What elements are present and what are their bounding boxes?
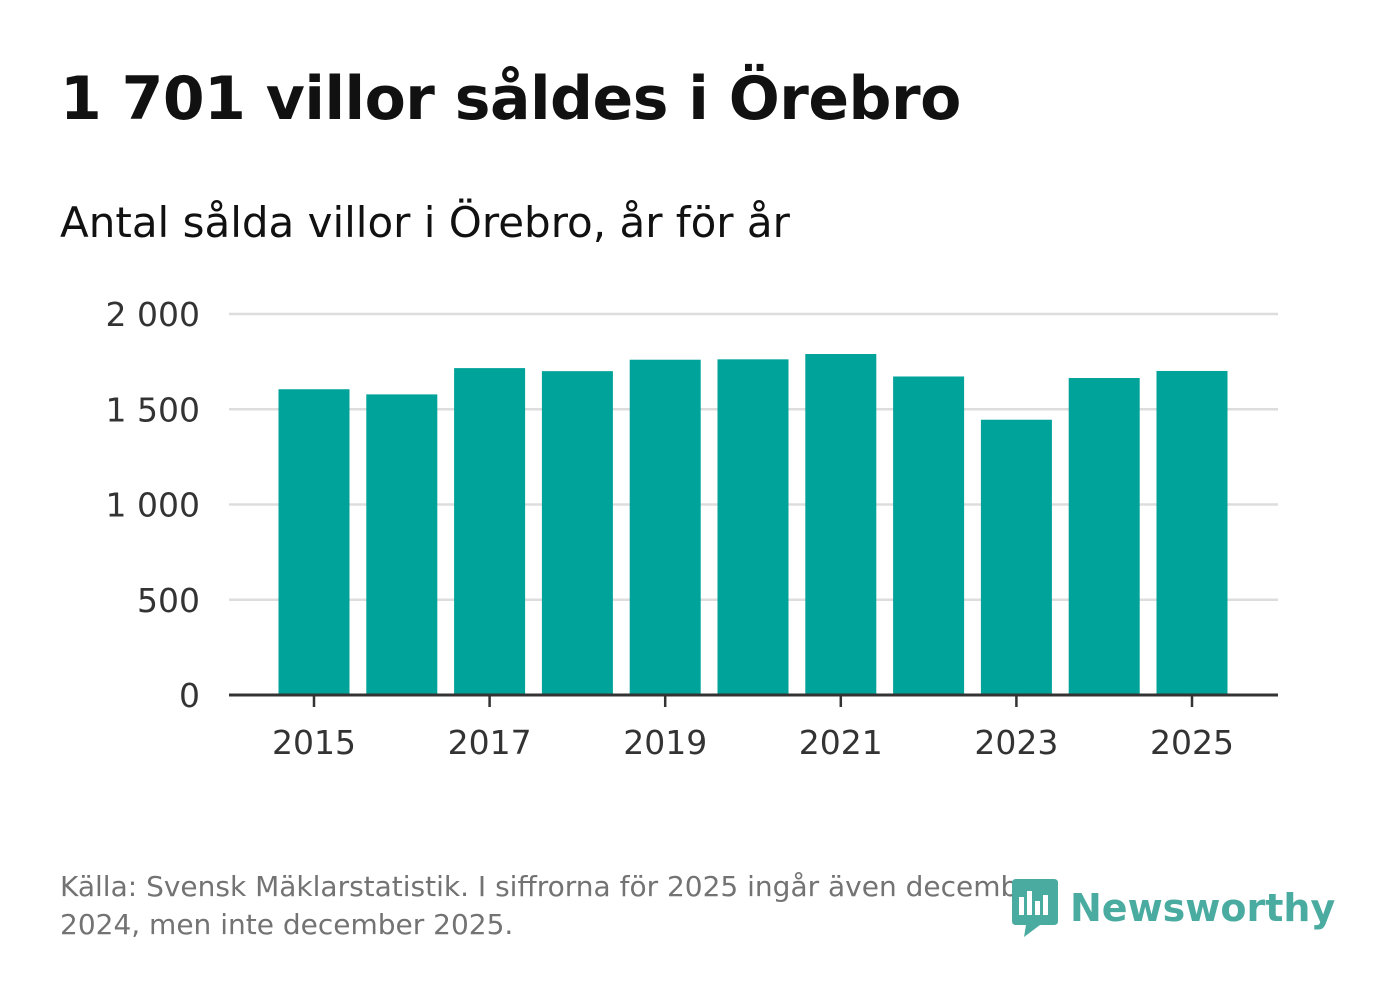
y-tick-label: 1 000	[106, 486, 200, 525]
x-tick-label: 2025	[1150, 723, 1234, 762]
source-note: Källa: Svensk Mäklarstatistik. I siffror…	[60, 870, 1048, 941]
x-tick-label: 2023	[974, 723, 1058, 762]
newsworthy-logo-icon	[1012, 879, 1058, 937]
bars	[278, 354, 1228, 695]
bar-2020	[717, 359, 789, 695]
bar-2018	[541, 371, 613, 695]
bar-2015	[278, 389, 350, 695]
y-tick-label: 0	[179, 676, 200, 715]
x-tick-label: 2021	[799, 723, 883, 762]
bar-chart: 0 500 1 000 1 500 2 000 2015 2017 2019 2021 2023…	[106, 295, 1278, 762]
bar-2019	[629, 359, 701, 695]
x-tick-labels: 2015 2017 2019 2021 2023 2025	[272, 723, 1234, 762]
x-axis	[229, 693, 1278, 707]
bar-2025	[1156, 370, 1228, 695]
bar-2017	[454, 368, 526, 695]
y-tick-label: 2 000	[106, 295, 200, 334]
bar-2021	[805, 354, 877, 695]
x-tick-label: 2019	[623, 723, 707, 762]
x-tick-label: 2017	[448, 723, 532, 762]
y-tick-label: 1 500	[106, 390, 200, 429]
bar-2023	[980, 419, 1052, 695]
brand: Newsworthy	[1010, 876, 1335, 940]
y-tick-labels: 0 500 1 000 1 500 2 000	[106, 295, 200, 715]
bar-2016	[366, 394, 438, 695]
bar-2024	[1068, 378, 1140, 695]
bar-2022	[893, 376, 965, 695]
chart-subtitle: Antal sålda villor i Örebro, år för år	[60, 198, 790, 247]
y-tick-label: 500	[137, 581, 200, 620]
chart-title: 1 701 villor såldes i Örebro	[60, 64, 961, 134]
x-tick-label: 2015	[272, 723, 356, 762]
brand-name: Newsworthy	[1070, 886, 1336, 930]
